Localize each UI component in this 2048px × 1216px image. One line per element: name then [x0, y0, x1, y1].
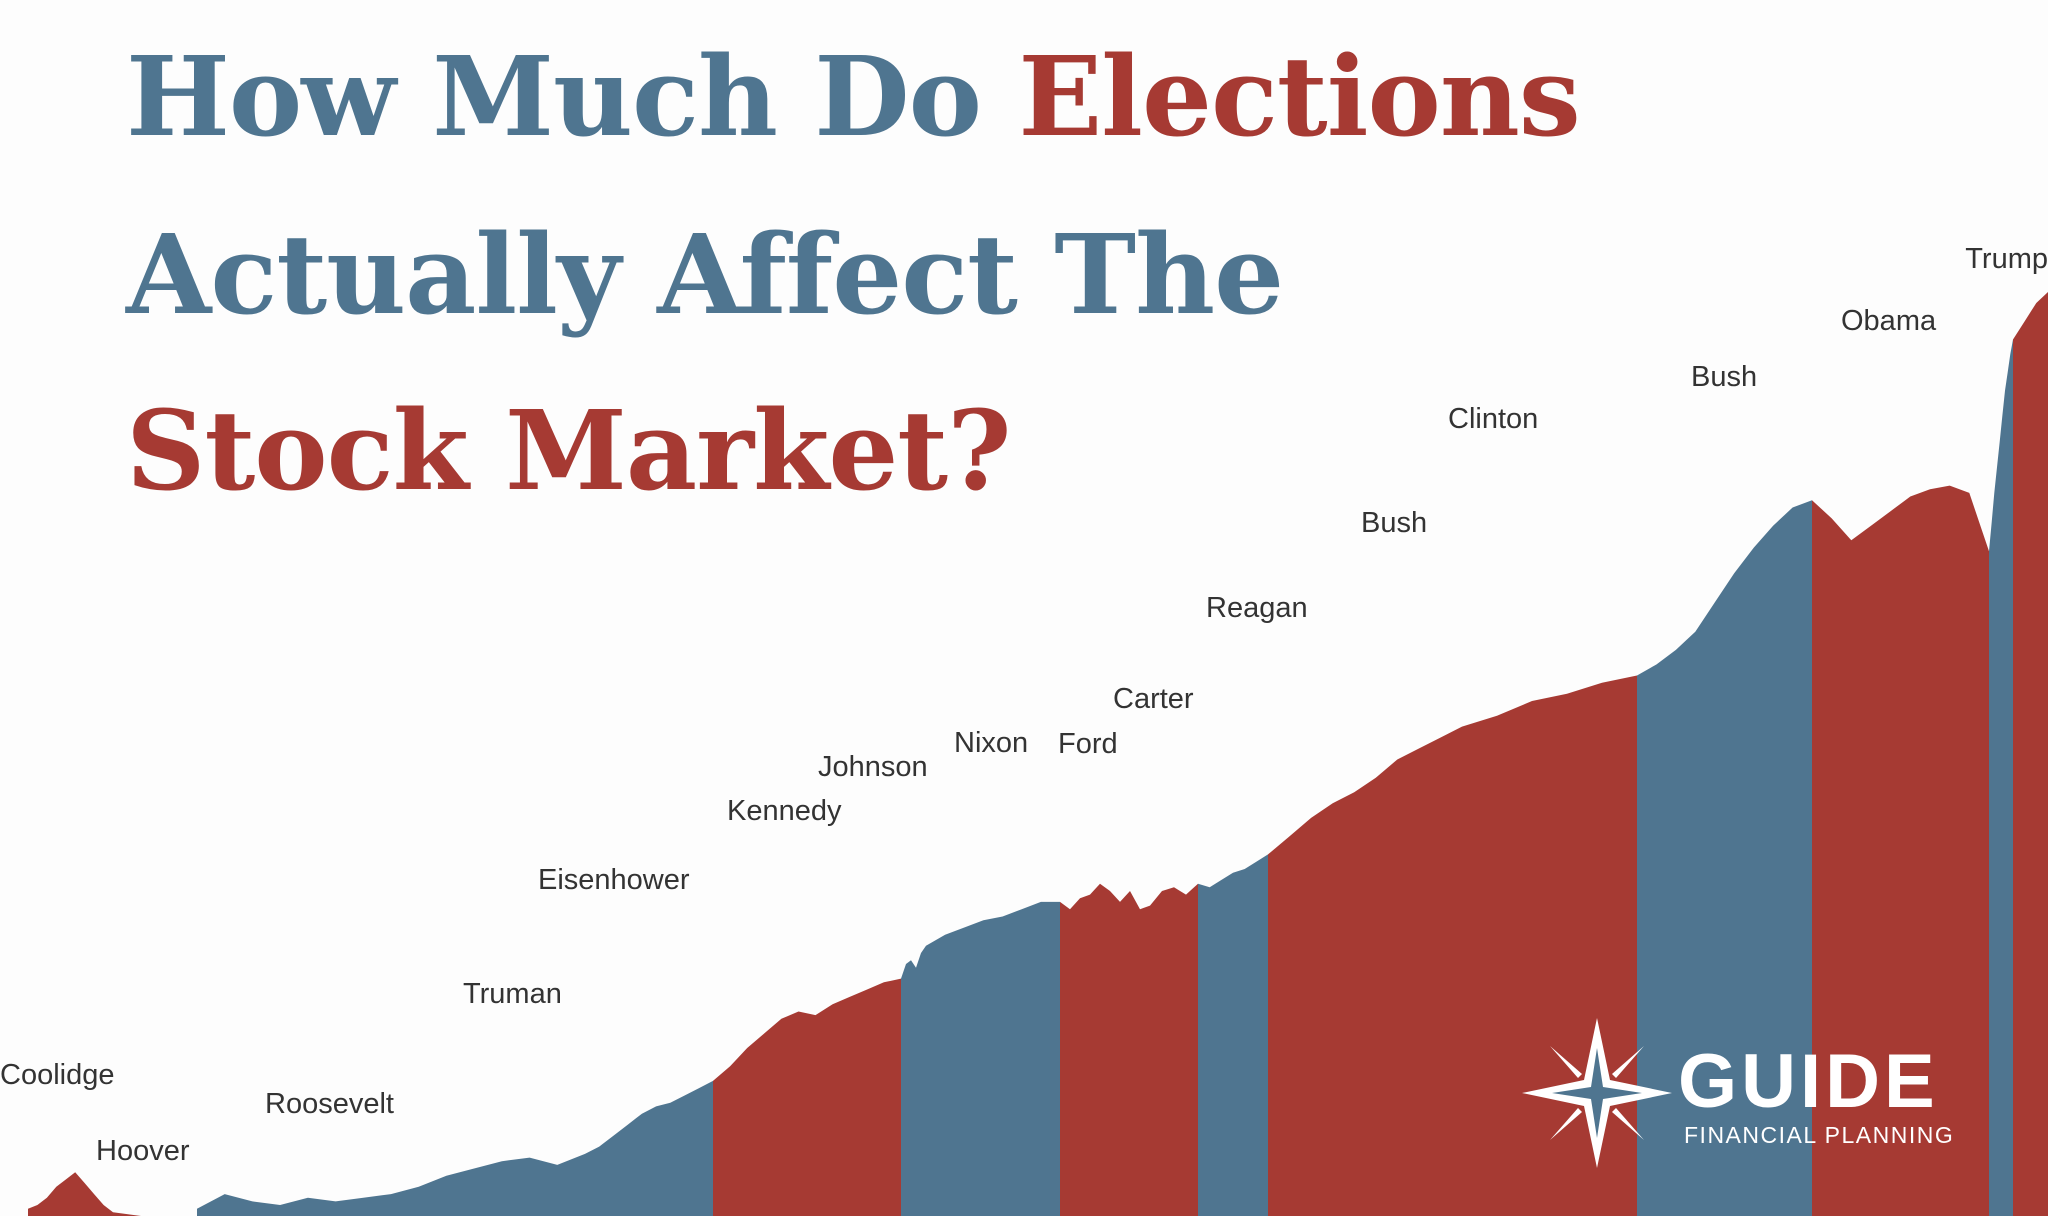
compass-star-icon	[1522, 1018, 1672, 1168]
term-area-truman-3	[585, 1080, 713, 1216]
president-label-bush-13: Bush	[1691, 361, 1757, 393]
term-area-kennedy-5	[901, 945, 926, 1216]
term-area-ford-8	[1150, 883, 1198, 1216]
page-title-line-1: How Much Do Elections	[126, 42, 1581, 152]
president-label-roosevelt-2: Roosevelt	[265, 1088, 394, 1120]
term-area-roosevelt-2	[197, 1153, 585, 1216]
term-area-johnson-6	[926, 901, 1060, 1216]
president-label-ford-8: Ford	[1058, 728, 1118, 760]
president-labels: Coolidge Hoover Roosevelt Truman Eisenhower K…	[0, 243, 2048, 1167]
logo-name: GUIDE	[1678, 1039, 1939, 1124]
president-label-hoover-1: Hoover	[96, 1135, 190, 1167]
president-label-trump-15: Trump	[1965, 243, 2048, 275]
president-label-truman-3: Truman	[463, 978, 562, 1010]
president-label-eisenhower-4: Eisenhower	[538, 864, 690, 896]
term-area-reagan-10	[1268, 726, 1462, 1216]
president-label-bush-11: Bush	[1361, 507, 1427, 539]
term-area-obama-14	[1989, 339, 2013, 1216]
page-title-line-3: Stock Market?	[126, 396, 1012, 506]
president-label-coolidge-0: Coolidge	[0, 1059, 114, 1091]
president-label-reagan-10: Reagan	[1206, 592, 1308, 624]
president-label-kennedy-5: Kennedy	[727, 795, 842, 827]
term-area-bush-13	[1812, 485, 1989, 1216]
term-area-coolidge-0	[28, 1172, 113, 1216]
title-part-stock-market: Stock Market?	[126, 386, 1012, 515]
term-area-carter-9	[1198, 854, 1268, 1216]
president-label-obama-14: Obama	[1841, 305, 1937, 337]
president-label-johnson-6: Johnson	[818, 751, 928, 783]
term-area-trump-15	[2013, 292, 2048, 1216]
title-part-how-much-do: How Much Do	[126, 32, 1019, 161]
president-label-carter-9: Carter	[1113, 683, 1194, 715]
term-area-clinton-12	[1637, 500, 1812, 1216]
term-area-nixon-7	[1060, 883, 1150, 1216]
president-label-clinton-12: Clinton	[1448, 403, 1538, 435]
page-title-line-2: Actually Affect The	[126, 220, 1284, 330]
president-label-nixon-7: Nixon	[954, 727, 1028, 759]
logo-subtitle: FINANCIAL PLANNING	[1684, 1122, 1955, 1148]
title-part-elections: Elections	[1018, 32, 1580, 161]
title-part-actually-affect: Actually Affect The	[126, 210, 1284, 339]
term-area-eisenhower-4	[713, 978, 901, 1216]
term-area-hoover-1	[113, 1212, 197, 1216]
